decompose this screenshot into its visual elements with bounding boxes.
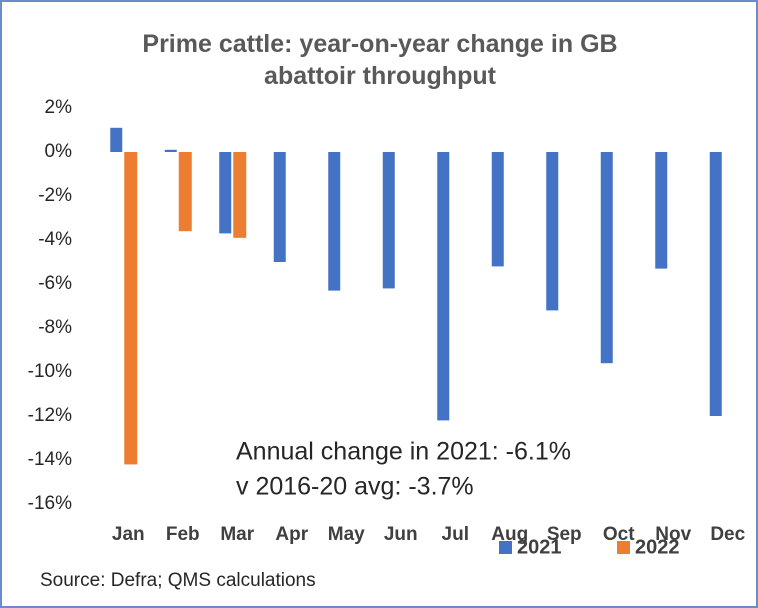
y-tick-label: -14%: [28, 449, 72, 470]
x-tick-label: Nov: [655, 524, 691, 545]
x-tick-label: Jun: [384, 524, 418, 545]
bar: [655, 152, 668, 269]
bar: [709, 152, 722, 416]
bar: [328, 152, 341, 291]
x-tick-label: Sep: [547, 524, 582, 545]
legend-swatch: [499, 541, 512, 554]
y-tick-label: -10%: [28, 361, 72, 382]
annotation: Annual change in 2021: -6.1%: [236, 438, 571, 466]
source-note: Source: Defra; QMS calculations: [40, 570, 316, 591]
bar: [600, 152, 613, 364]
legend-label: 2022: [635, 536, 680, 558]
bar: [124, 152, 138, 465]
x-tick-label: Dec: [710, 524, 745, 545]
bar: [437, 152, 450, 421]
y-tick-label: -4%: [38, 229, 72, 250]
annotation: v 2016-20 avg: -3.7%: [236, 473, 474, 501]
bar: [382, 152, 395, 289]
x-tick-label: Oct: [603, 524, 635, 545]
x-tick-label: Apr: [275, 524, 308, 545]
x-tick-label: May: [328, 524, 365, 545]
y-tick-label: -6%: [38, 273, 72, 294]
y-tick-label: -16%: [28, 493, 72, 514]
bar: [546, 152, 559, 311]
bar: [491, 152, 504, 267]
y-tick-label: 2%: [45, 97, 73, 118]
x-tick-label: Feb: [166, 524, 200, 545]
y-tick-label: -8%: [38, 317, 72, 338]
bar: [233, 152, 247, 238]
bar: [178, 152, 192, 232]
y-tick-label: 0%: [45, 141, 73, 162]
y-tick-label: -12%: [28, 405, 72, 426]
y-tick-label: -2%: [38, 185, 72, 206]
chart-title: Prime cattle: year-on-year change in GB …: [142, 30, 618, 90]
legend-label: 2021: [517, 536, 562, 558]
bar: [110, 127, 123, 152]
x-tick-label: Jul: [442, 524, 469, 545]
x-tick-label: Mar: [220, 524, 254, 545]
x-tick-label: Aug: [491, 524, 528, 545]
bar: [273, 152, 286, 262]
x-tick-label: Jan: [112, 524, 145, 545]
bar: [219, 152, 232, 234]
legend-swatch: [617, 541, 630, 554]
bar: [164, 149, 177, 152]
